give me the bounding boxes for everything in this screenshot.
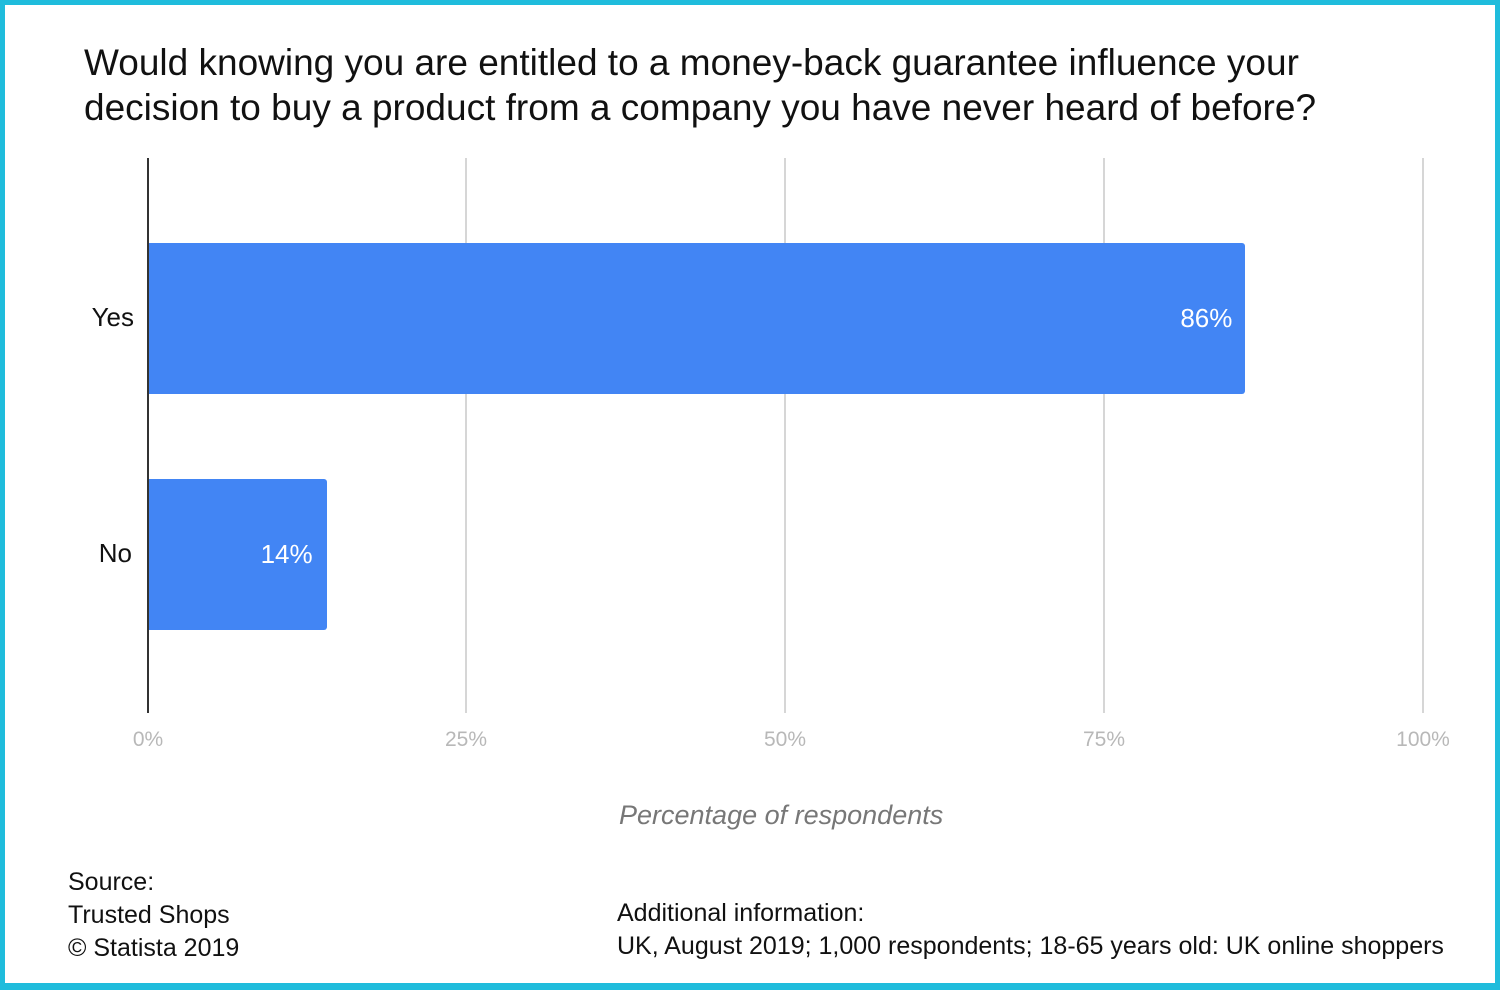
x-tick-25: 25% xyxy=(444,728,488,751)
x-tick-100: 100% xyxy=(1396,728,1450,751)
bar-yes: 86% xyxy=(148,243,1246,394)
source-heading: Source: xyxy=(68,868,155,896)
additional-info-block: Additional information: UK, August 2019;… xyxy=(617,897,1444,963)
x-tick-75: 75% xyxy=(1082,728,1126,751)
gridline-25 xyxy=(465,158,467,713)
bar-value-label: 14% xyxy=(260,539,313,569)
gridline-75 xyxy=(1103,158,1105,713)
source-block: Source: Trusted Shops © Statista 2019 xyxy=(68,866,239,965)
additional-info-heading: Additional information: xyxy=(617,899,865,927)
source-name: Trusted Shops xyxy=(68,901,230,929)
category-label-yes: Yes xyxy=(91,302,134,332)
x-tick-50: 50% xyxy=(763,728,807,751)
x-tick-0: 0% xyxy=(132,728,164,751)
chart-title: Would knowing you are entitled to a mone… xyxy=(84,42,1317,128)
bar-value-label: 86% xyxy=(1180,303,1233,333)
plot-area: 86% 14% xyxy=(147,158,1424,713)
x-axis-label: Percentage of respondents xyxy=(619,800,944,830)
y-axis-line xyxy=(147,158,149,713)
bar-no: 14% xyxy=(148,479,327,630)
additional-info-text: UK, August 2019; 1,000 respondents; 18-6… xyxy=(617,932,1444,960)
gridline-50 xyxy=(784,158,786,713)
gridline-100 xyxy=(1422,158,1424,713)
category-label-no: No xyxy=(98,538,132,568)
copyright: © Statista 2019 xyxy=(68,934,240,962)
